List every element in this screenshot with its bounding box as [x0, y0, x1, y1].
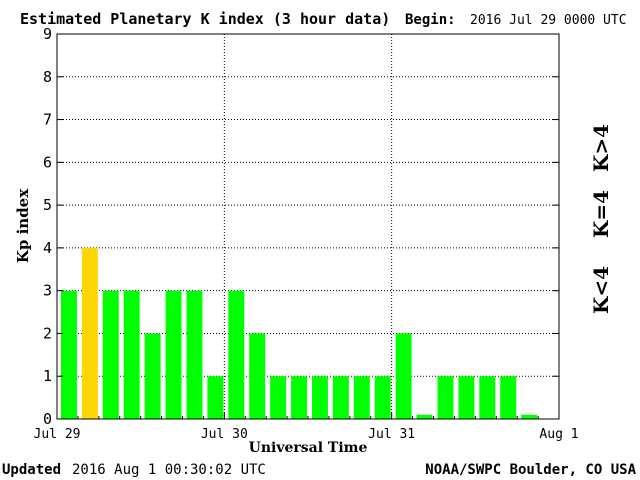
y-tick-label: 3: [43, 282, 52, 300]
kp-bar: [144, 333, 161, 419]
plot-area: 0 1 2 3 4 5 6 7 8 9 Jul 29 Jul 30 Jul 31 Aug 1: [34, 25, 579, 442]
kp-bar: [81, 247, 98, 419]
kp-bar: [123, 290, 140, 419]
y-tick-label: 1: [43, 367, 52, 385]
y-tick-label: 4: [43, 239, 52, 257]
begin-value: 2016 Jul 29 0000 UTC: [470, 13, 627, 28]
y-tick-label: 9: [43, 25, 52, 43]
x-tick-label: Aug 1: [539, 427, 578, 442]
y-tick-label: 5: [43, 196, 52, 214]
updated-label: Updated: [2, 462, 61, 478]
begin-label: Begin:: [405, 12, 456, 28]
kp-bar: [500, 376, 517, 419]
kp-bar: [165, 290, 182, 419]
kp-bar: [437, 376, 454, 419]
y-tick-label: 6: [43, 153, 52, 171]
kp-bar: [249, 333, 266, 419]
kp-bar: [270, 376, 287, 419]
x-tick-label: Jul 31: [368, 427, 415, 442]
y-axis-label: Kp index: [14, 188, 32, 263]
source-credit: NOAA/SWPC Boulder, CO USA: [425, 462, 636, 478]
kp-bar: [186, 290, 203, 419]
bars: [61, 247, 538, 419]
kp-bar: [291, 376, 307, 419]
y-tick-label: 2: [43, 324, 52, 342]
y-tick-label: 8: [43, 68, 52, 86]
kp-bar: [395, 333, 412, 419]
kp-bar: [353, 376, 370, 419]
kp-bar: [332, 376, 349, 419]
legend-k-gt-4: K>4: [589, 124, 613, 172]
grid-lines: [57, 34, 559, 419]
kp-bar: [61, 290, 77, 419]
x-tick-label: Jul 29: [34, 427, 81, 442]
legend-k-eq-4: K=4: [589, 190, 613, 238]
kp-bar: [207, 376, 224, 419]
y-tick-label: 7: [43, 111, 52, 129]
kp-bar: [521, 414, 538, 419]
y-tick-label: 0: [43, 410, 52, 428]
kp-bar: [458, 376, 475, 419]
kp-bar: [102, 290, 119, 419]
kp-bar: [312, 376, 328, 419]
x-tick-label: Jul 30: [201, 427, 248, 442]
kp-bar: [374, 376, 391, 419]
legend-k-lt-4: K<4: [589, 266, 613, 314]
chart-title: Estimated Planetary K index (3 hour data…: [20, 10, 390, 28]
updated-value: 2016 Aug 1 00:30:02 UTC: [72, 462, 266, 478]
kp-bar: [479, 376, 496, 419]
kp-bar: [228, 290, 245, 419]
x-axis-label: Universal Time: [249, 440, 368, 456]
x-axis-ticks: Jul 29 Jul 30 Jul 31 Aug 1: [34, 413, 579, 442]
kp-bar: [416, 414, 433, 419]
y-axis-ticks: 0 1 2 3 4 5 6 7 8 9: [43, 25, 559, 428]
